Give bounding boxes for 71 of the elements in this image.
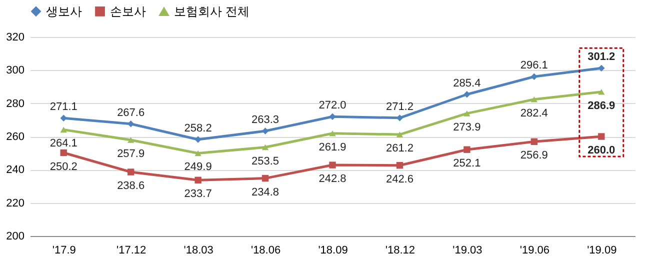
data-label: 256.9 [520, 150, 548, 162]
data-label: 242.6 [386, 173, 414, 186]
point [598, 64, 605, 72]
y-tick-label: 240 [6, 164, 24, 176]
data-label: 261.9 [318, 141, 346, 154]
data-label: 242.8 [318, 173, 346, 186]
x-tick-label: '18.03 [184, 244, 214, 256]
data-label: 264.1 [50, 138, 78, 150]
legend-label: 생보사 [46, 4, 82, 18]
x-tick-label: '17.12 [116, 244, 146, 256]
data-label: 273.9 [453, 121, 481, 134]
data-label: 250.2 [50, 160, 78, 173]
point [127, 137, 134, 143]
legend-label: 보험회사 전체 [174, 4, 250, 19]
point [60, 149, 67, 156]
point [464, 146, 470, 153]
point [464, 110, 470, 116]
y-tick-label: 320 [6, 32, 24, 44]
point [194, 176, 202, 184]
x-tick-label: '19.03 [452, 244, 482, 256]
point [329, 162, 336, 168]
y-tick-label: 200 [6, 230, 24, 242]
point [262, 144, 269, 150]
x-tick-label: '17.9 [52, 244, 76, 256]
point [396, 162, 404, 169]
point [464, 91, 470, 98]
data-label: 249.9 [184, 161, 212, 174]
y-tick-label: 280 [6, 98, 24, 110]
data-label: 233.7 [184, 188, 212, 200]
data-label: 267.6 [117, 106, 145, 119]
point [127, 168, 134, 176]
y-tick-label: 260 [6, 131, 24, 143]
data-label: 301.2 [588, 51, 616, 64]
x-tick-label: '19.06 [520, 244, 550, 256]
y-tick-label: 220 [6, 197, 24, 210]
data-label: 252.1 [453, 158, 481, 170]
data-label: 296.1 [520, 60, 548, 72]
point [329, 130, 336, 136]
point [530, 73, 538, 80]
y-tick-label: 300 [6, 64, 24, 77]
data-label: 263.3 [252, 114, 280, 126]
data-label: 253.5 [252, 155, 280, 168]
data-label: 234.8 [252, 186, 280, 198]
point [396, 132, 404, 138]
x-tick-label: '19.09 [587, 244, 617, 256]
data-label: 258.2 [184, 122, 212, 134]
data-label: 285.4 [453, 77, 481, 90]
data-label: 238.6 [117, 180, 145, 192]
point [194, 150, 202, 156]
data-label: 271.1 [50, 101, 78, 114]
data-label: 260.0 [588, 144, 616, 156]
x-tick-label: '18.06 [250, 244, 281, 256]
point [530, 96, 538, 102]
point [598, 133, 605, 140]
data-label: 282.4 [520, 107, 548, 120]
x-tick-label: '18.12 [385, 244, 416, 256]
x-tick-label: '18.09 [318, 244, 348, 256]
point [194, 136, 202, 143]
point [60, 114, 67, 122]
data-label: 257.9 [117, 148, 145, 160]
data-label: 271.2 [386, 100, 414, 113]
point [262, 128, 269, 134]
point [530, 138, 538, 145]
point [598, 88, 605, 95]
point [262, 174, 269, 182]
data-label: 286.9 [588, 100, 616, 112]
point [329, 113, 336, 120]
legend-label: 손보사 [110, 4, 146, 18]
data-label: 272.0 [318, 100, 346, 112]
point [60, 126, 67, 133]
data-label: 261.2 [386, 142, 414, 155]
